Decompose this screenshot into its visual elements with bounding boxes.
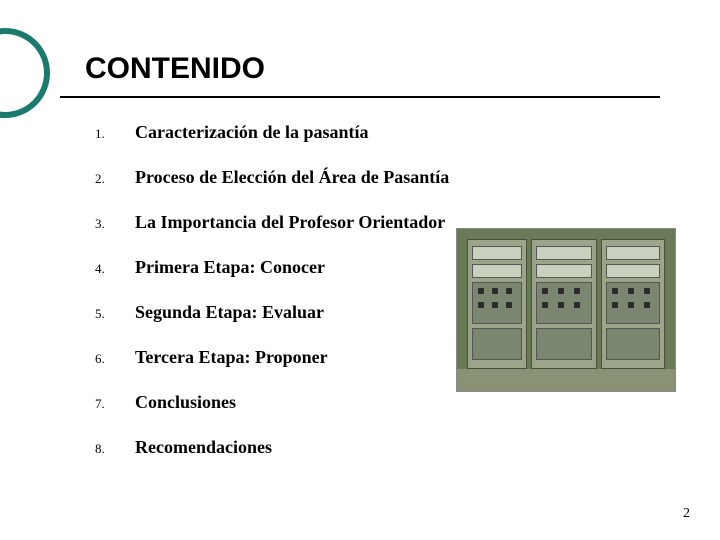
list-text: Proceso de Elección del Área de Pasantía: [135, 167, 449, 188]
list-item: 8. Recomendaciones: [95, 437, 655, 458]
list-number: 5.: [95, 306, 135, 322]
photo-electrical-panels: [456, 228, 676, 392]
list-text: Segunda Etapa: Evaluar: [135, 302, 324, 323]
list-number: 6.: [95, 351, 135, 367]
list-number: 4.: [95, 261, 135, 277]
list-number: 1.: [95, 126, 135, 142]
list-number: 7.: [95, 396, 135, 412]
list-text: Conclusiones: [135, 392, 236, 413]
list-item: 7. Conclusiones: [95, 392, 655, 413]
title-underline: [60, 96, 660, 98]
list-text: Primera Etapa: Conocer: [135, 257, 325, 278]
list-text: Recomendaciones: [135, 437, 272, 458]
list-number: 8.: [95, 441, 135, 457]
list-text: La Importancia del Profesor Orientador: [135, 212, 445, 233]
list-text: Tercera Etapa: Proponer: [135, 347, 328, 368]
list-number: 2.: [95, 171, 135, 187]
slide: CONTENIDO 1. Caracterización de la pasan…: [0, 0, 720, 540]
page-number: 2: [683, 506, 690, 522]
page-title: CONTENIDO: [85, 52, 265, 86]
circle-decoration-icon: [0, 28, 50, 118]
list-text: Caracterización de la pasantía: [135, 122, 368, 143]
list-item: 1. Caracterización de la pasantía: [95, 122, 655, 143]
list-item: 2. Proceso de Elección del Área de Pasan…: [95, 167, 655, 188]
list-number: 3.: [95, 216, 135, 232]
